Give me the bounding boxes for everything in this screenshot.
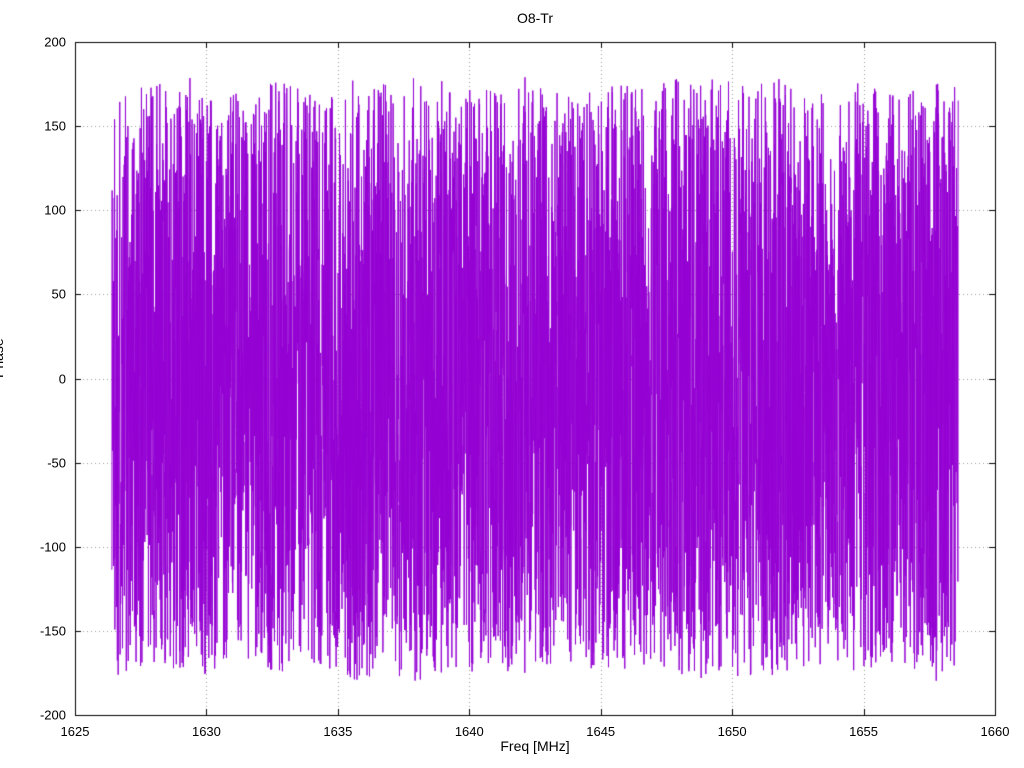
x-tick-label: 1650 (717, 724, 747, 739)
x-tick-label: 1640 (454, 724, 484, 739)
x-tick-label: 1655 (849, 724, 879, 739)
y-tick-label: -100 (39, 539, 66, 555)
x-tick-label: 1645 (586, 724, 616, 739)
x-axis-label: Freq [MHz] (500, 738, 570, 754)
x-tick-label: 1630 (191, 724, 221, 739)
y-tick-label: 150 (44, 118, 66, 134)
x-tick-label: 1625 (60, 724, 90, 739)
y-tick-label: -50 (47, 455, 66, 471)
y-tick-label: 100 (44, 202, 66, 218)
y-tick-label: 0 (58, 371, 66, 386)
y-tick-label: -200 (39, 707, 66, 723)
x-tick-label: 1635 (323, 724, 353, 739)
y-tick-label: 200 (44, 34, 66, 50)
y-tick-label: -150 (39, 623, 66, 639)
x-tick-label: 1660 (980, 724, 1010, 739)
y-tick-label: 50 (51, 286, 66, 302)
